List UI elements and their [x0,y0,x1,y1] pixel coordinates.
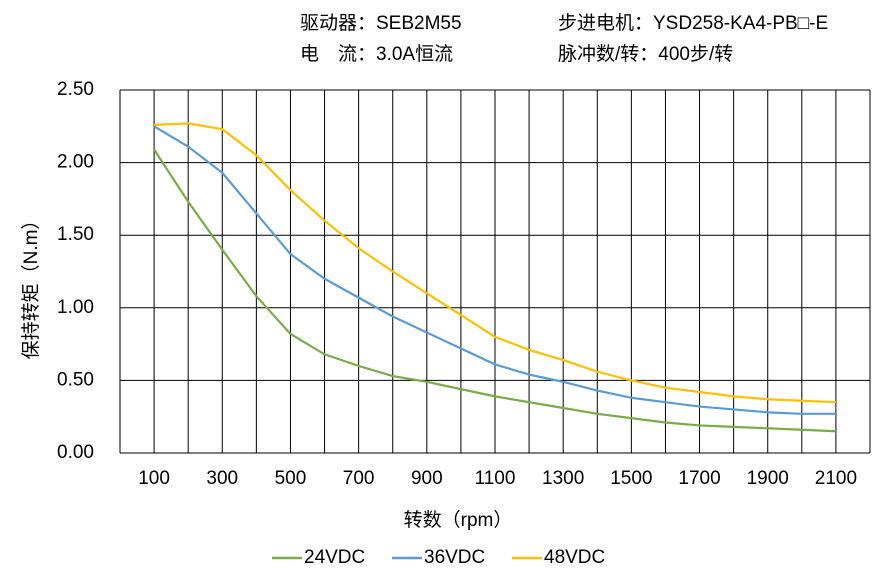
legend-label: 36VDC [424,547,485,568]
x-tick-label: 1700 [678,468,720,489]
y-tick-label: 2.50 [57,79,94,100]
legend-label: 48VDC [544,547,605,568]
driver-info: 驱动器：SEB2M55 [300,12,462,34]
x-tick-label: 100 [138,468,170,489]
line-series [154,122,836,404]
x-tick-label: 1900 [747,468,789,489]
x-tick-label: 300 [206,468,238,489]
legend-label: 24VDC [304,547,365,568]
x-tick-label: 1500 [610,468,652,489]
x-tick-label: 1300 [542,468,584,489]
y-tick-label: 0.00 [57,442,94,463]
y-tick-label: 0.50 [57,369,94,390]
x-tick-label: 900 [411,468,443,489]
y-tick-label: 2.00 [57,152,94,173]
x-axis-label: 转数（rpm） [404,509,513,531]
line-series [153,148,836,433]
y-axis-label: 保持转矩（N.m） [20,211,42,360]
x-tick-label: 1100 [475,468,516,489]
current-info: 电 流：3.0A恒流 [300,43,453,65]
pulse-info: 脉冲数/转：400步/转 [558,43,733,65]
line-series [153,125,836,415]
x-tick-label: 700 [343,468,375,489]
y-tick-label: 1.50 [57,224,94,245]
y-tick-label: 1.00 [57,297,94,318]
x-tick-label: 500 [275,468,307,489]
x-tick-label: 2100 [815,468,857,489]
motor-info: 步进电机：YSD258-KA4-PB□-E [558,12,828,34]
